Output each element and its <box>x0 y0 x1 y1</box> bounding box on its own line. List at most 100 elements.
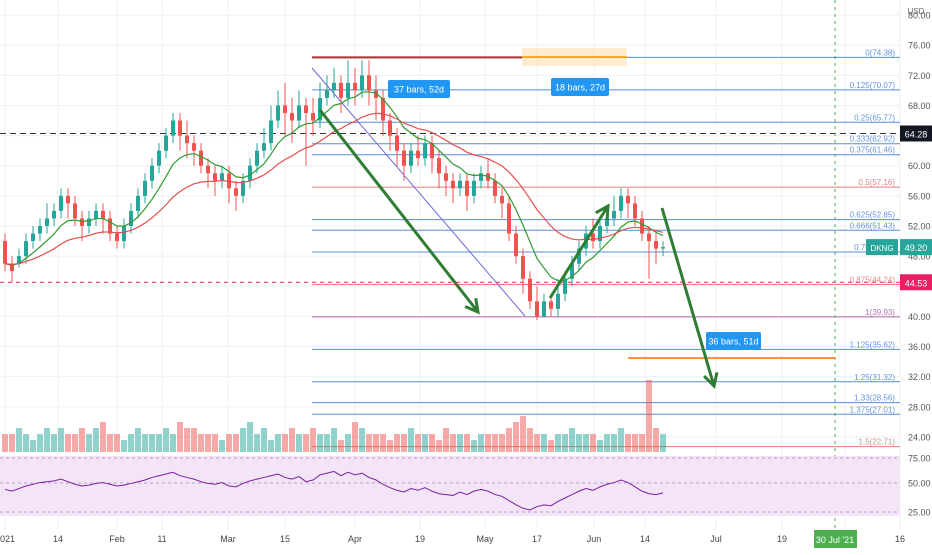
volume-bar <box>660 434 666 452</box>
trend-arrow-head <box>464 297 480 315</box>
candle-body <box>94 210 98 219</box>
volume-bar <box>380 434 386 452</box>
volume-bar <box>233 434 239 452</box>
candle-body <box>577 248 581 264</box>
candle-body <box>297 105 301 121</box>
candle-body <box>80 218 84 226</box>
y-tick-label: 36.00 <box>908 342 931 352</box>
volume-bar <box>345 434 351 452</box>
fib-level-label: 1.25(31.32) <box>854 373 895 382</box>
candle-body <box>465 180 469 196</box>
candle-body <box>388 120 392 136</box>
x-tick-label: 14 <box>53 534 63 544</box>
y-tick-label: 28.00 <box>908 402 931 412</box>
candle-body <box>3 241 7 264</box>
volume-bar <box>611 434 617 452</box>
volume-bar <box>30 440 36 452</box>
volume-bar <box>590 434 596 452</box>
candle-body <box>199 150 203 166</box>
candle-body <box>507 203 511 234</box>
volume-bar <box>478 434 484 452</box>
candle-body <box>66 195 70 204</box>
candle-body <box>255 150 259 166</box>
x-tick-label: 17 <box>532 534 542 544</box>
volume-bar <box>499 434 505 452</box>
candle-body <box>409 150 413 166</box>
volume-bar <box>268 440 274 452</box>
candle-body <box>402 150 406 166</box>
candle-body <box>353 82 357 91</box>
volume-bar <box>338 440 344 452</box>
x-tick-label: Mar <box>220 534 236 544</box>
x-tick-label: 14 <box>640 534 650 544</box>
volume-bar <box>520 416 526 452</box>
trend-arrow-head <box>703 372 719 390</box>
volume-bar <box>23 434 29 452</box>
candle-body <box>598 226 602 242</box>
diagonal-trend-line <box>311 67 526 317</box>
volume-bar <box>436 440 442 452</box>
x-tick-label: 19 <box>415 534 425 544</box>
volume-bar <box>261 428 267 452</box>
symbol-tag <box>866 239 898 256</box>
candle-body <box>24 241 28 257</box>
last-price-label: 49.20 <box>905 243 928 253</box>
x-tick-label: Jul <box>710 534 722 544</box>
volume-bar <box>506 428 512 452</box>
candle-body <box>283 105 287 113</box>
volume-bar <box>107 434 113 452</box>
fib-level-label: 0.333(62.92) <box>850 135 896 144</box>
candle-body <box>661 247 665 249</box>
volume-bar <box>471 440 477 452</box>
volume-bar <box>625 434 631 452</box>
volume-bar <box>254 434 260 452</box>
candle-body <box>269 120 273 144</box>
candle-body <box>108 218 112 234</box>
fib-level-label: 0.875(44.24) <box>850 275 896 284</box>
candle-body <box>542 301 546 317</box>
candle-body <box>164 135 168 151</box>
volume-bar <box>226 434 232 452</box>
candle-body <box>115 233 119 242</box>
ref-price-tag <box>900 125 932 142</box>
volume-bar <box>198 434 204 452</box>
candle-body <box>241 180 245 196</box>
candle-body <box>493 180 497 196</box>
date-tag <box>814 530 857 548</box>
volume-bar <box>191 428 197 452</box>
volume-bar <box>247 422 253 452</box>
y-tick-label: 40.00 <box>908 312 931 322</box>
candle-body <box>31 233 35 242</box>
candle-body <box>150 165 154 181</box>
volume-bar <box>275 434 281 452</box>
x-tick-label: May <box>476 534 494 544</box>
fib-level-label: 0(74.38) <box>865 48 895 57</box>
x-tick-label: Apr <box>348 534 362 544</box>
candle-body <box>605 218 609 226</box>
x-tick-label: Feb <box>109 534 125 544</box>
candle-body <box>430 143 434 159</box>
volume-bar <box>317 434 323 452</box>
candle-body <box>521 256 525 279</box>
candle-body <box>311 113 315 121</box>
volume-bar <box>562 434 568 452</box>
fib-level-label: 1.375(27.01) <box>850 405 896 414</box>
x-tick-label: 11 <box>157 534 166 544</box>
candle-body <box>346 82 350 98</box>
candle-body <box>479 173 483 181</box>
volume-bar <box>184 428 190 452</box>
x-tick-label: 16 <box>895 534 905 544</box>
candle-body <box>59 195 63 211</box>
volume-bar <box>58 428 64 452</box>
volume-bar <box>135 428 141 452</box>
volume-bar <box>79 428 85 452</box>
volume-bar <box>541 434 547 452</box>
y-tick-label: 56.00 <box>908 191 931 201</box>
candle-body <box>619 195 623 211</box>
volume-bar <box>282 434 288 452</box>
volume-bar <box>296 434 302 452</box>
candle-body <box>437 158 441 174</box>
candle-body <box>472 180 476 196</box>
candle-body <box>157 150 161 166</box>
